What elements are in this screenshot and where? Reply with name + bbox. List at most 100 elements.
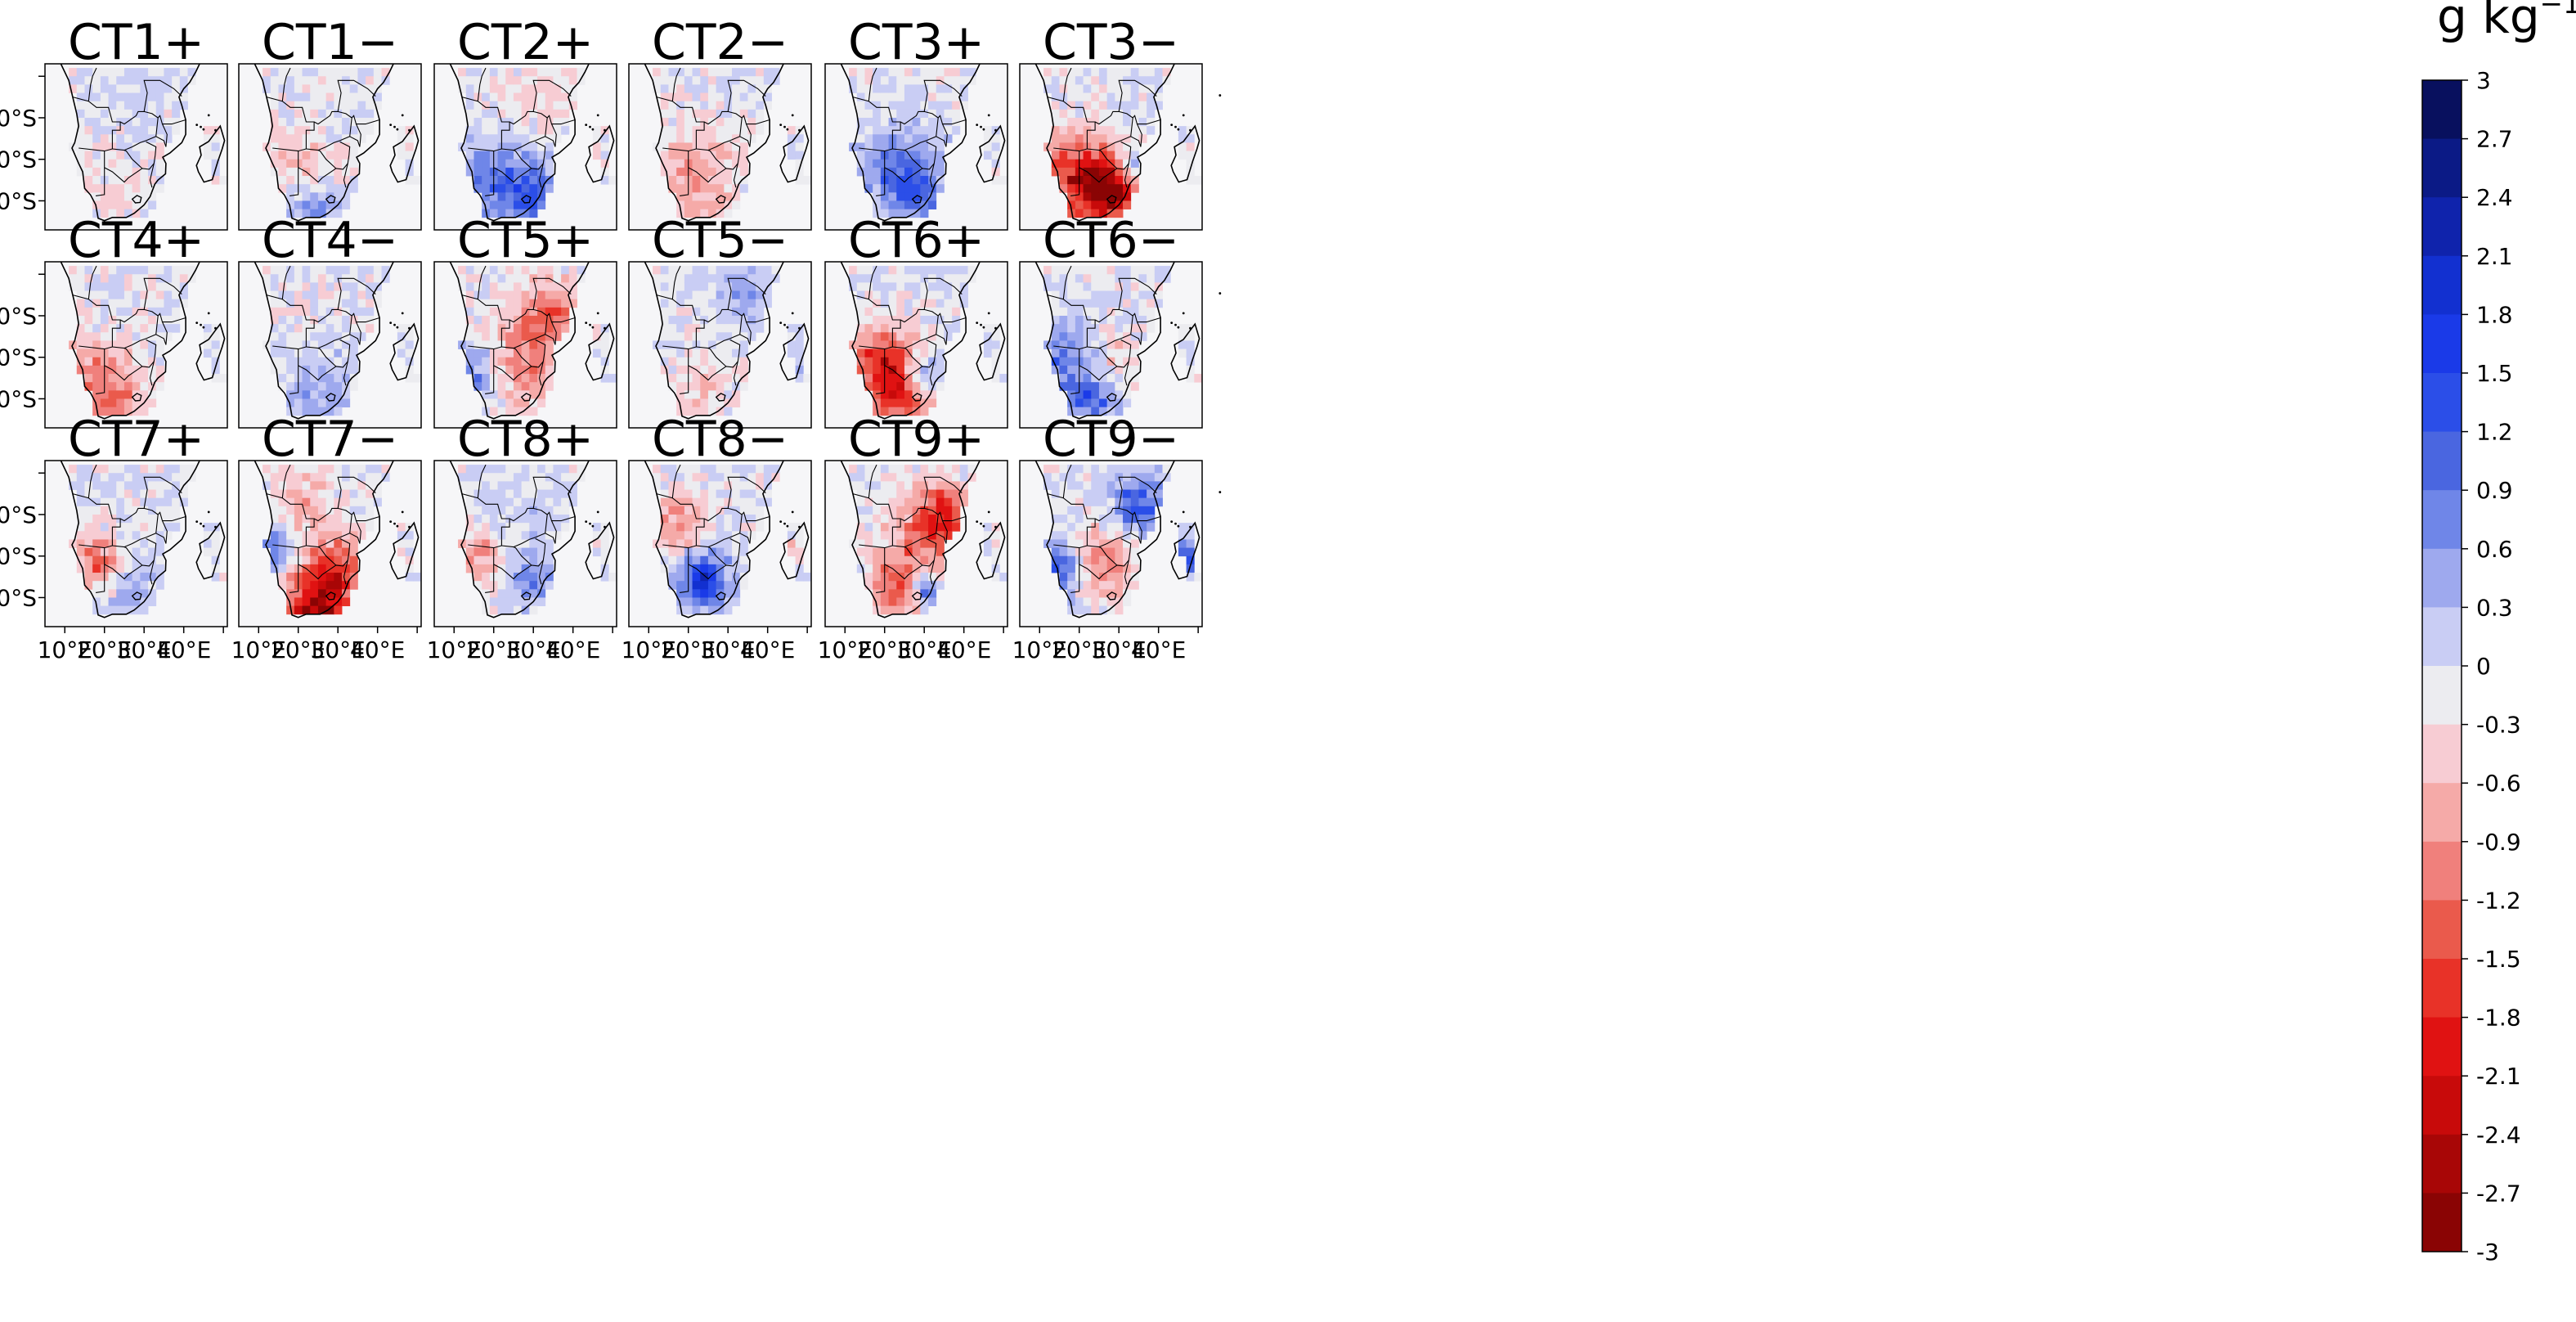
grid-cell xyxy=(505,589,514,598)
grid-cell xyxy=(1106,514,1115,524)
country-border xyxy=(1118,79,1157,112)
grid-cell xyxy=(116,390,125,399)
grid-cell xyxy=(803,374,812,383)
grid-cell xyxy=(172,126,181,135)
grid-cell xyxy=(880,407,889,416)
island-dot xyxy=(982,524,985,528)
grid-cell xyxy=(920,465,929,474)
grid-cell xyxy=(270,315,279,325)
panel-frame xyxy=(238,63,422,231)
grid-cell xyxy=(473,117,482,127)
grid-cell xyxy=(465,564,474,573)
grid-cell xyxy=(132,489,141,499)
island-dot xyxy=(783,125,786,128)
grid-cell xyxy=(164,497,173,507)
grid-cell xyxy=(164,506,173,515)
coastline xyxy=(254,63,394,222)
grid-cell xyxy=(1083,282,1092,291)
grid-cell xyxy=(263,282,272,291)
grid-cell xyxy=(1091,200,1100,210)
grid-cell xyxy=(1138,76,1147,85)
grid-cell xyxy=(873,200,882,210)
grid-cell xyxy=(325,274,334,283)
grid-cell xyxy=(660,167,669,177)
grid-cell xyxy=(92,489,101,499)
grid-cell xyxy=(219,374,228,383)
grid-cell xyxy=(465,531,474,540)
grid-cell xyxy=(397,151,406,160)
grid-cell xyxy=(357,84,366,93)
colorbar-tick-label: 0.9 xyxy=(2476,477,2513,504)
country-border xyxy=(725,537,741,567)
grid-cell xyxy=(756,315,765,325)
grid-cell xyxy=(896,159,905,169)
grid-cell xyxy=(123,266,133,275)
grid-cell xyxy=(756,489,765,499)
grid-cell xyxy=(920,176,929,185)
grid-cell xyxy=(936,126,945,135)
grid-cell xyxy=(856,167,865,177)
grid-cell xyxy=(505,506,514,515)
grid-cell xyxy=(505,340,514,349)
grid-cell xyxy=(1106,209,1115,218)
grid-cell xyxy=(660,134,669,143)
colorbar-tick-label: 1.2 xyxy=(2476,419,2513,446)
grid-cell xyxy=(920,481,929,490)
grid-cell xyxy=(756,117,765,127)
grid-cell xyxy=(116,581,125,590)
grid-cell xyxy=(660,68,669,77)
grid-cell xyxy=(1115,573,1124,582)
grid-cell xyxy=(864,506,873,515)
grid-cell xyxy=(1123,126,1132,135)
panel-frame xyxy=(44,261,228,429)
grid-cell xyxy=(349,489,358,499)
grid-cell xyxy=(888,307,897,317)
grid-cell xyxy=(553,76,562,85)
grid-cell xyxy=(904,605,913,615)
grid-cell xyxy=(1051,497,1060,507)
country-border xyxy=(727,79,766,112)
country-border xyxy=(892,507,939,548)
grid-cell xyxy=(521,523,530,532)
grid-cell xyxy=(692,407,701,416)
grid-cell xyxy=(349,506,358,515)
grid-cell xyxy=(724,514,733,524)
grid-cell xyxy=(1098,266,1108,275)
grid-cell xyxy=(904,465,913,474)
map-panel: CT3+ xyxy=(824,14,1027,231)
grid-cell xyxy=(568,290,577,300)
grid-cell xyxy=(873,274,882,283)
map-panel: CT1+10°S20°S30°S xyxy=(0,14,247,231)
grid-cell xyxy=(1098,209,1108,218)
grid-cell xyxy=(864,357,873,366)
country-border xyxy=(884,546,923,580)
grid-cell xyxy=(140,126,149,135)
island-dot xyxy=(393,125,396,128)
grid-cell xyxy=(521,531,530,540)
grid-cell xyxy=(676,597,685,607)
grid-cell xyxy=(489,299,498,308)
grid-cell xyxy=(1083,159,1092,169)
grid-cell xyxy=(928,126,937,135)
grid-cell xyxy=(302,192,311,201)
grid-cell xyxy=(795,142,804,151)
grid-cell xyxy=(732,142,741,151)
grid-cell xyxy=(873,290,882,300)
grid-cell xyxy=(1098,473,1108,482)
grid-cell xyxy=(148,176,157,185)
grid-cell xyxy=(920,159,929,169)
grid-cell xyxy=(317,109,327,119)
grid-cell xyxy=(707,266,717,275)
grid-cell xyxy=(286,489,295,499)
grid-cell xyxy=(1123,481,1132,490)
grid-cell xyxy=(920,126,929,135)
grid-cell xyxy=(92,274,101,283)
grid-cell xyxy=(700,581,709,590)
grid-cell xyxy=(278,573,287,582)
lon-tick-label: 10°E xyxy=(818,636,873,663)
grid-cell xyxy=(489,539,498,548)
grid-cell xyxy=(381,274,390,283)
grid-cell xyxy=(676,357,685,366)
grid-cell xyxy=(140,531,149,540)
grid-cell xyxy=(317,68,327,77)
